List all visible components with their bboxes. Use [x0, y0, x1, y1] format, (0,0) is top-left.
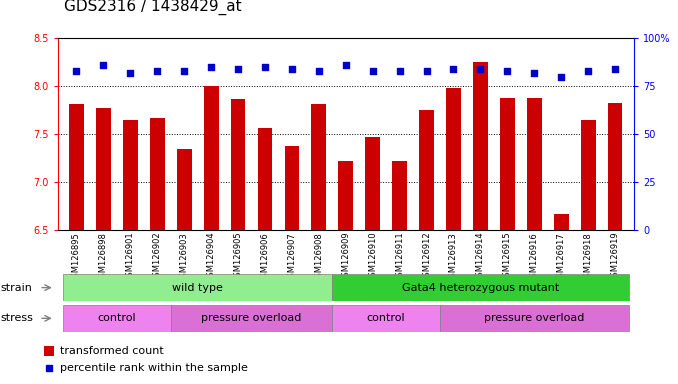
Text: pressure overload: pressure overload [484, 313, 584, 323]
Point [260, 64, 271, 70]
Point [582, 68, 593, 74]
Bar [527, 98, 542, 230]
Bar [69, 104, 84, 230]
Point [233, 66, 243, 72]
Bar [581, 120, 595, 230]
Bar [63, 305, 171, 332]
Bar [285, 146, 299, 230]
Bar [332, 274, 629, 301]
Bar [258, 127, 273, 230]
Bar [500, 98, 515, 230]
Bar [63, 274, 332, 301]
Point [71, 68, 82, 74]
Text: control: control [367, 313, 405, 323]
Point [205, 64, 216, 70]
Bar [203, 86, 218, 230]
Point [475, 66, 486, 72]
Bar [446, 88, 461, 230]
Text: pressure overload: pressure overload [201, 313, 302, 323]
Text: control: control [98, 313, 136, 323]
Bar [393, 161, 407, 230]
Text: transformed count: transformed count [60, 346, 164, 356]
Point [313, 68, 324, 74]
Bar [231, 99, 245, 230]
Text: Gata4 heterozygous mutant: Gata4 heterozygous mutant [402, 283, 559, 293]
Text: percentile rank within the sample: percentile rank within the sample [60, 362, 248, 373]
Point [340, 62, 351, 68]
Point [98, 62, 109, 68]
Bar [177, 149, 192, 230]
Point [367, 68, 378, 74]
Point [610, 66, 620, 72]
Bar [332, 305, 440, 332]
Bar [311, 104, 326, 230]
Bar [338, 161, 353, 230]
Point [179, 68, 190, 74]
Text: wild type: wild type [172, 283, 223, 293]
Bar [440, 305, 629, 332]
Point [287, 66, 298, 72]
Bar [171, 305, 332, 332]
Point [448, 66, 459, 72]
Bar [96, 108, 111, 230]
Bar [473, 62, 488, 230]
Point [394, 68, 405, 74]
Bar [44, 346, 54, 356]
Bar [554, 214, 569, 230]
Bar [150, 118, 165, 230]
Bar [419, 111, 434, 230]
Text: strain: strain [0, 283, 32, 293]
Text: GDS2316 / 1438429_at: GDS2316 / 1438429_at [64, 0, 242, 15]
Bar [365, 137, 380, 230]
Bar [607, 103, 622, 230]
Point [125, 70, 136, 76]
Point [556, 74, 567, 80]
Text: stress: stress [0, 313, 33, 323]
Point [152, 68, 163, 74]
Bar [123, 120, 138, 230]
Point [421, 68, 432, 74]
Point [502, 68, 513, 74]
Point [529, 70, 540, 76]
